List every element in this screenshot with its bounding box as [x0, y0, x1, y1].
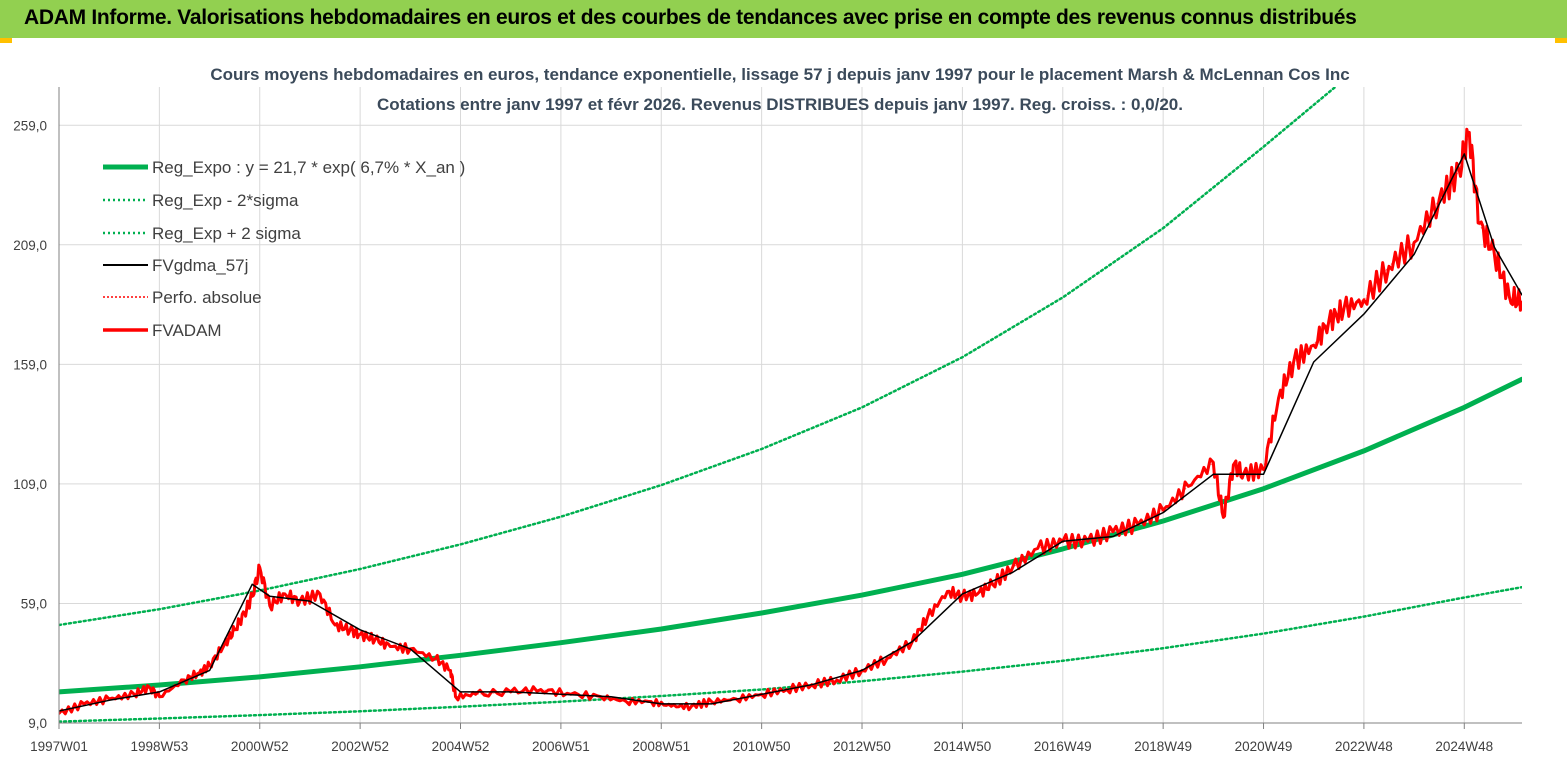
- x-tick-label: 1997W01: [30, 739, 88, 754]
- legend-label-reg-minus: Reg_Exp - 2*sigma: [152, 191, 299, 210]
- legend-label-fvadam: FVADAM: [152, 321, 222, 340]
- header-banner: ADAM Informe. Valorisations hebdomadaire…: [0, 0, 1567, 38]
- x-tick-label: 2024W48: [1435, 739, 1493, 754]
- x-tick-label: 2022W48: [1335, 739, 1393, 754]
- legend: Reg_Expo : y = 21,7 * exp( 6,7% * X_an )…: [103, 158, 465, 340]
- x-tick-label: 2006W51: [532, 739, 590, 754]
- y-tick-label: 259,0: [13, 118, 47, 133]
- x-tick-label: 2018W49: [1134, 739, 1192, 754]
- y-tick-label: 159,0: [13, 357, 47, 372]
- series-fvadam-line: [59, 127, 1522, 716]
- y-tick-label: 59,0: [21, 596, 47, 611]
- series-reg-expo-line: [59, 376, 1522, 695]
- x-tick-label: 2016W49: [1034, 739, 1092, 754]
- legend-label-reg-expo: Reg_Expo : y = 21,7 * exp( 6,7% * X_an ): [152, 158, 465, 177]
- chart-title-line-2: Cotations entre janv 1997 et févr 2026. …: [377, 95, 1183, 114]
- series-reg-plus-line: [59, 87, 1338, 627]
- y-tick-label: 109,0: [13, 477, 47, 492]
- legend-label-perfo: Perfo. absolue: [152, 288, 262, 307]
- x-tick-label: 1998W53: [130, 739, 188, 754]
- x-tick-label: 2012W50: [833, 739, 891, 754]
- chart-title-line-1: Cours moyens hebdomadaires en euros, ten…: [210, 65, 1349, 84]
- legend-label-fvgdma: FVgdma_57j: [152, 256, 248, 275]
- x-tick-label: 2002W52: [331, 739, 389, 754]
- x-tick-label: 2004W52: [432, 739, 490, 754]
- legend-label-reg-plus: Reg_Exp + 2 sigma: [152, 224, 301, 243]
- page-title: ADAM Informe. Valorisations hebdomadaire…: [24, 6, 1357, 29]
- y-tick-label: 9,0: [28, 716, 47, 731]
- y-tick-label: 209,0: [13, 238, 47, 253]
- frame-corner-top-left: [0, 38, 12, 43]
- x-tick-label: 2008W51: [632, 739, 690, 754]
- frame-corner-top-right: [1555, 38, 1567, 43]
- x-tick-label: 2014W50: [933, 739, 991, 754]
- x-tick-label: 2020W49: [1235, 739, 1293, 754]
- x-tick-label: 2000W52: [231, 739, 289, 754]
- series-layer: [59, 87, 1522, 723]
- x-tick-label: 2010W50: [733, 739, 791, 754]
- series-fvgdma-line: [59, 153, 1522, 712]
- axes: 9,0 59,0 109,0 159,0 209,0 259,0 1997W01 1998W5…: [13, 87, 1522, 754]
